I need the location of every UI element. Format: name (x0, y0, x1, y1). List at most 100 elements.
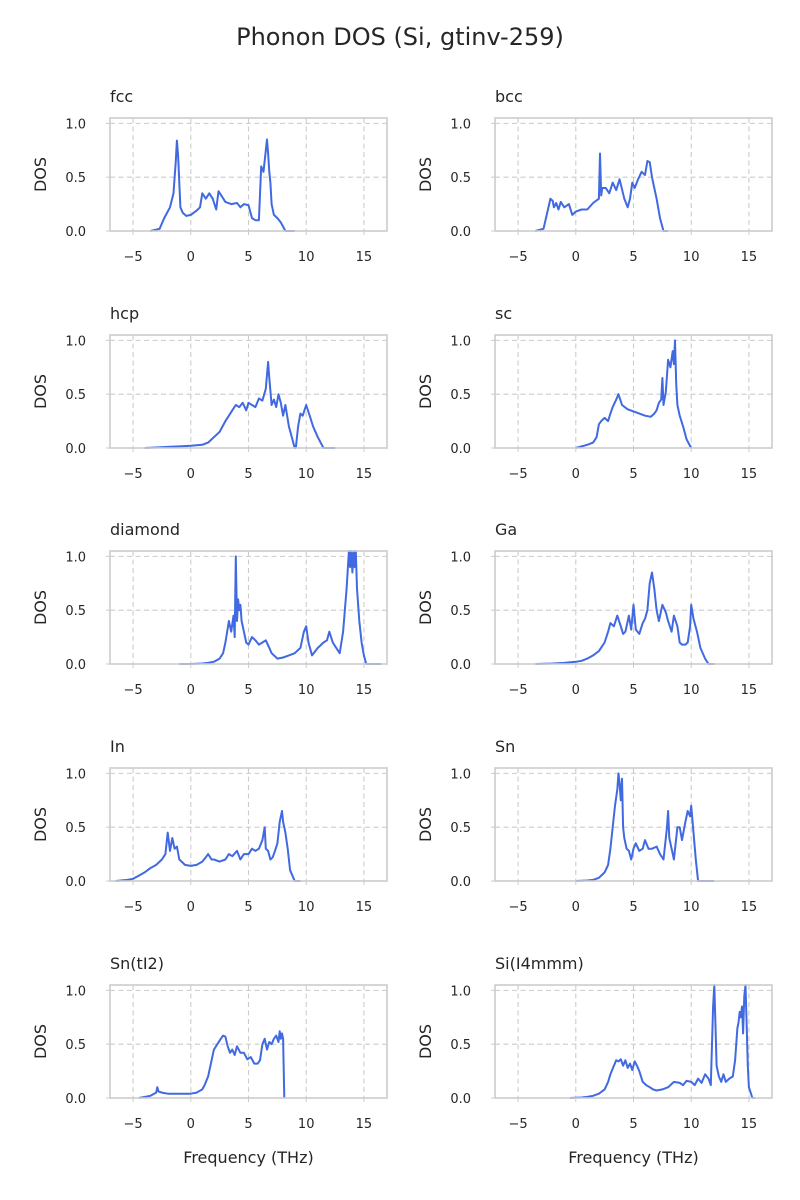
x-tick-label: 10 (683, 1117, 700, 1132)
subplot-sn-ti2-: Sn(tI2) −5 0 5 10 15 0.0 0.5 1.0 DOS Frequency (TH… (31, 954, 388, 1167)
y-tick-label: 0.5 (450, 1038, 471, 1053)
x-axis-label: Frequency (THz) (568, 1148, 698, 1167)
x-tick-label: 15 (741, 900, 758, 915)
x-tick-label: 10 (683, 250, 700, 265)
x-tick-label: 15 (356, 250, 373, 265)
x-tick-label: 0 (187, 900, 195, 915)
y-tick-label: 0.5 (65, 1038, 86, 1053)
x-tick-label: −5 (508, 683, 527, 698)
x-tick-label: 15 (356, 683, 373, 698)
y-tick-label: 0.0 (450, 658, 471, 673)
dos-line (150, 138, 295, 232)
y-tick-label: 1.0 (65, 767, 86, 782)
x-tick-label: 10 (298, 900, 315, 915)
y-tick-label: 0.0 (450, 1092, 471, 1107)
subplot-title: sc (495, 304, 512, 323)
y-tick-label: 0.5 (65, 171, 86, 186)
y-tick-label: 1.0 (450, 117, 471, 132)
x-tick-label: 15 (356, 900, 373, 915)
dos-line (115, 810, 301, 882)
y-tick-label: 0.5 (450, 821, 471, 836)
dos-line (569, 984, 755, 1099)
x-tick-label: −5 (123, 250, 142, 265)
y-axis-label: DOS (416, 374, 435, 409)
y-axis-label: DOS (416, 590, 435, 625)
subplot-in: In −5 0 5 10 15 0.0 0.5 1.0 DOS (31, 737, 388, 915)
dos-line (535, 152, 669, 232)
x-tick-label: 0 (572, 1117, 580, 1132)
x-tick-label: 10 (298, 467, 315, 482)
x-tick-label: 5 (244, 467, 252, 482)
y-tick-label: 1.0 (450, 767, 471, 782)
subplot-bcc: bcc −5 0 5 10 15 0.0 0.5 1.0 DOS (416, 87, 773, 265)
x-tick-label: 5 (629, 1117, 637, 1132)
x-tick-label: 15 (356, 1117, 373, 1132)
x-tick-label: 15 (741, 1117, 758, 1132)
y-tick-label: 0.0 (65, 442, 86, 457)
x-tick-label: 10 (683, 900, 700, 915)
y-tick-label: 1.0 (450, 984, 471, 999)
x-tick-label: 15 (356, 467, 373, 482)
subplot-hcp: hcp −5 0 5 10 15 0.0 0.5 1.0 DOS (31, 304, 388, 482)
x-tick-label: 15 (741, 250, 758, 265)
y-tick-label: 0.5 (450, 388, 471, 403)
x-tick-label: 15 (741, 683, 758, 698)
y-tick-label: 0.5 (450, 171, 471, 186)
subplot-si-i4mmm-: Si(I4mmm) −5 0 5 10 15 0.0 0.5 1.0 DOS Frequency (… (416, 954, 773, 1167)
y-axis-label: DOS (31, 590, 50, 625)
x-tick-label: 5 (244, 250, 252, 265)
x-tick-label: 10 (298, 250, 315, 265)
subplot-title: Si(I4mmm) (495, 954, 584, 973)
x-tick-label: −5 (508, 900, 527, 915)
x-tick-label: 0 (187, 683, 195, 698)
subplot-grid: fcc −5 0 5 10 15 0.0 0.5 1.0 DOS bcc −5 0 5 10 15 0.0 0.5… (31, 87, 773, 1167)
subplot-title: fcc (110, 87, 133, 106)
y-tick-label: 1.0 (450, 334, 471, 349)
x-tick-label: 0 (572, 900, 580, 915)
x-tick-label: 0 (187, 250, 195, 265)
subplot-title: In (110, 737, 125, 756)
x-tick-label: 5 (629, 467, 637, 482)
subplot-ga: Ga −5 0 5 10 15 0.0 0.5 1.0 DOS (416, 520, 773, 698)
subplot-title: Sn (495, 737, 515, 756)
x-tick-label: 5 (244, 1117, 252, 1132)
y-tick-label: 0.0 (450, 442, 471, 457)
y-tick-label: 0.5 (450, 604, 471, 619)
subplot-sn: Sn −5 0 5 10 15 0.0 0.5 1.0 DOS (416, 737, 773, 915)
x-tick-label: 10 (683, 467, 700, 482)
x-tick-label: −5 (123, 1117, 142, 1132)
subplot-title: bcc (495, 87, 523, 106)
x-tick-label: 0 (572, 683, 580, 698)
dos-line (575, 339, 693, 449)
subplot-title: Ga (495, 520, 517, 539)
x-tick-label: 15 (741, 467, 758, 482)
subplot-title: Sn(tI2) (110, 954, 164, 973)
subplot-sc: sc −5 0 5 10 15 0.0 0.5 1.0 DOS (416, 304, 773, 482)
x-tick-label: 5 (629, 683, 637, 698)
y-tick-label: 1.0 (450, 550, 471, 565)
y-axis-label: DOS (31, 1024, 50, 1059)
y-tick-label: 0.0 (65, 1092, 86, 1107)
y-tick-label: 0.0 (65, 225, 86, 240)
x-tick-label: 10 (298, 683, 315, 698)
dos-line (535, 571, 715, 665)
x-tick-label: −5 (123, 683, 142, 698)
x-tick-label: 0 (187, 1117, 195, 1132)
x-tick-label: 0 (572, 250, 580, 265)
y-tick-label: 0.5 (65, 388, 86, 403)
x-tick-label: 5 (629, 900, 637, 915)
x-tick-label: 0 (572, 467, 580, 482)
x-tick-label: −5 (123, 467, 142, 482)
y-axis-label: DOS (31, 807, 50, 842)
y-axis-label: DOS (416, 1024, 435, 1059)
x-tick-label: 0 (187, 467, 195, 482)
x-tick-label: −5 (508, 250, 527, 265)
x-tick-label: 5 (244, 683, 252, 698)
y-tick-label: 1.0 (65, 117, 86, 132)
x-tick-label: 5 (244, 900, 252, 915)
y-tick-label: 1.0 (65, 334, 86, 349)
subplot-diamond: diamond −5 0 5 10 15 0.0 0.5 1.0 DOS (31, 520, 388, 698)
y-tick-label: 0.5 (65, 821, 86, 836)
y-tick-label: 0.0 (450, 875, 471, 890)
